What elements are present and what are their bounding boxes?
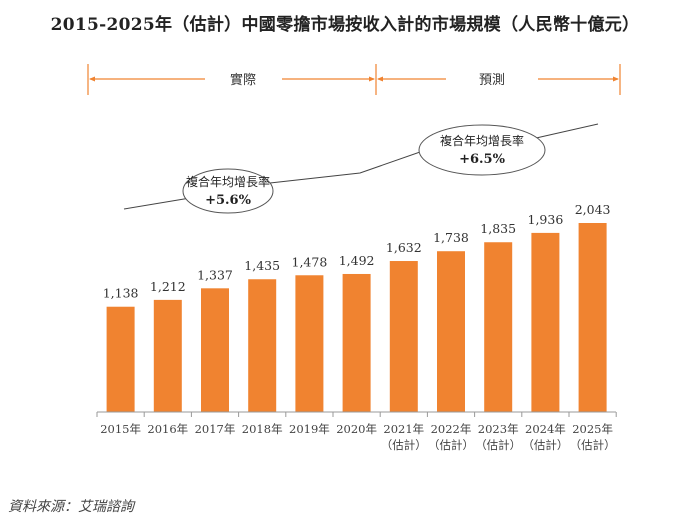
cagr-bubble-1: [182, 168, 274, 214]
period-label-forecast: 預測: [479, 73, 505, 88]
x-tick-sublabel: （估計）: [475, 438, 521, 452]
bar-value-label: 1,738: [433, 230, 469, 245]
bar-value-label: 1,492: [339, 253, 375, 268]
bar-value-label: 1,936: [528, 212, 564, 227]
bar-value-label: 1,138: [103, 286, 139, 301]
x-tick-sublabel: （估計）: [428, 438, 474, 452]
bar-2020年: [342, 273, 371, 412]
cagr-label-2: 複合年均增長率: [440, 133, 524, 148]
bar-2016年: [153, 299, 182, 412]
period-label-actual: 實際: [230, 72, 256, 88]
bar-2024年: [531, 232, 560, 412]
arrowhead-icon: [89, 76, 95, 82]
cagr-value-1: +5.6%: [205, 193, 252, 208]
cagr-label-1: 複合年均增長率: [186, 174, 270, 189]
x-tick-label: 2021年: [383, 422, 424, 436]
bar-value-label: 1,632: [386, 240, 422, 255]
x-tick-label: 2020年: [336, 422, 377, 436]
bar-2025年: [578, 223, 607, 412]
bar-2021年: [389, 261, 418, 412]
arrowhead-icon: [377, 76, 383, 82]
x-tick-label: 2025年: [572, 422, 613, 436]
x-tick-label: 2024年: [525, 422, 566, 436]
x-tick-label: 2017年: [195, 422, 236, 436]
x-tick-label: 2018年: [242, 422, 283, 436]
x-tick-label: 2023年: [478, 422, 519, 436]
bar-value-label: 1,478: [292, 254, 328, 269]
x-tick-sublabel: （估計）: [522, 438, 568, 452]
cagr-value-2: +6.5%: [459, 152, 506, 167]
bar-value-label: 1,435: [244, 258, 280, 273]
chart-title: 2015-2025年（估計）中國零擔市場按收入計的市場規模（人民幣十億元）: [50, 15, 640, 35]
arrowhead-icon: [369, 76, 375, 82]
bar-value-label: 1,337: [197, 267, 233, 282]
x-tick-sublabel: （估計）: [570, 438, 616, 452]
bar-2023年: [484, 242, 513, 412]
x-tick-label: 2015年: [100, 422, 141, 436]
bar-2015年: [106, 306, 135, 412]
arrowhead-icon: [613, 76, 619, 82]
cagr-bubble-2: [418, 124, 546, 176]
bar-2018年: [248, 279, 277, 412]
x-tick-label: 2022年: [431, 422, 472, 436]
x-tick-label: 2016年: [147, 422, 188, 436]
period-bracket: [87, 64, 621, 95]
bar-2022年: [437, 251, 465, 412]
bar-value-label: 2,043: [575, 202, 611, 217]
bar-2017年: [201, 288, 229, 412]
x-tick-sublabel: （估計）: [381, 438, 427, 452]
bar-value-label: 1,835: [480, 221, 516, 236]
bar-value-label: 1,212: [150, 279, 186, 294]
x-tick-label: 2019年: [289, 422, 330, 436]
bar-2019年: [295, 275, 324, 412]
source-note: 資料來源：艾瑞諮詢: [8, 499, 134, 515]
